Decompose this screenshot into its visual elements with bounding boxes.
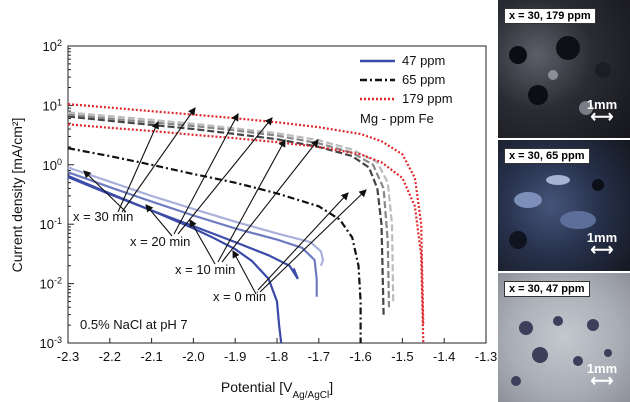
x-tick-label: -1.5 (391, 349, 413, 364)
arrow-20-c (145, 204, 173, 237)
arrow-0-a (257, 192, 349, 291)
y-axis: 102 101 100 10-1 10-2 10-3 (40, 38, 74, 351)
x-tick-label: -2.2 (99, 349, 121, 364)
scale-bar-179: 1mm ⟷ (586, 97, 618, 126)
annotation-0min: x = 0 min (213, 289, 266, 304)
arrow-30-b (121, 107, 196, 213)
legend-label-179: 179 ppm (402, 91, 453, 106)
y-tick-label: 10-3 (40, 335, 62, 351)
polarization-chart: -2.3 -2.2 -2.1 -2.0 -1.9 -1.8 -1.7 -1.6 -1.5 -1.4… (9, 38, 497, 401)
x-tick-label: -1.6 (349, 349, 371, 364)
legend-label-65: 65 ppm (402, 72, 445, 87)
arrow-10-b (221, 139, 319, 263)
x-tick-label: -2.1 (140, 349, 162, 364)
x-axis: -2.3 -2.2 -2.1 -2.0 -1.9 -1.8 -1.7 -1.6 -1.5 -1.4… (57, 338, 497, 364)
x-tick-label: -2.0 (182, 349, 204, 364)
legend: 47 ppm 65 ppm 179 ppm Mg - ppm Fe (360, 53, 453, 126)
annotation-10min: x = 10 min (175, 262, 235, 277)
legend-note: Mg - ppm Fe (360, 111, 434, 126)
arrow-30-a (117, 120, 159, 213)
arrow-20-b (177, 117, 273, 235)
x-tick-label: -2.3 (57, 349, 79, 364)
annotation-30min: x = 30 min (73, 209, 133, 224)
micrograph-47ppm: x = 30, 47 ppm 1mm ⟷ (498, 273, 630, 402)
legend-label-47: 47 ppm (402, 53, 445, 68)
micrograph-column: x = 30, 179 ppm 1mm ⟷ x = 30, 65 ppm 1mm ⟷… (498, 0, 630, 402)
micrograph-texture-179 (509, 36, 611, 115)
arrow-10-a (217, 139, 286, 263)
series-group (67, 103, 425, 344)
arrow-0-c (232, 250, 257, 295)
y-axis-label: Current density [mA/cm²] (9, 118, 25, 273)
series-line-179-ppm-0-min (67, 123, 425, 344)
scale-bar-65: 1mm ⟷ (586, 230, 618, 259)
arrow-0-b (259, 189, 367, 293)
y-tick-label: 102 (43, 38, 62, 54)
series-line-65-ppm-30-min (67, 111, 395, 302)
y-tick-label: 100 (43, 157, 62, 173)
x-tick-label: -1.8 (266, 349, 288, 364)
series-line-65-ppm-10-min (67, 115, 385, 315)
micrograph-label-179: x = 30, 179 ppm (504, 8, 596, 24)
arrow-30-c (83, 170, 127, 213)
micrograph-texture-47 (511, 316, 612, 386)
x-tick-label: -1.4 (433, 349, 455, 364)
micrograph-texture-65 (509, 175, 604, 249)
annotation-arrows (83, 107, 367, 295)
series-line-47-ppm-30-min (67, 166, 325, 267)
x-tick-label: -1.7 (308, 349, 330, 364)
y-tick-label: 10-1 (40, 216, 62, 232)
scale-bar-47: 1mm ⟷ (586, 361, 618, 390)
series-line-47-ppm-20-min (67, 171, 318, 297)
x-tick-label: -1.9 (224, 349, 246, 364)
arrow-20-a (173, 113, 239, 235)
micrograph-179ppm: x = 30, 179 ppm 1mm ⟷ (498, 0, 630, 138)
y-tick-label: 101 (43, 97, 62, 113)
micrograph-label-47: x = 30, 47 ppm (504, 281, 590, 297)
series-line-65-ppm-20-min (67, 113, 391, 308)
medium-label: 0.5% NaCl at pH 7 (80, 317, 188, 332)
x-tick-label: -1.3 (475, 349, 497, 364)
x-axis-label: Potential [VAg/AgCl] (221, 379, 333, 401)
micrograph-label-65: x = 30, 65 ppm (504, 148, 590, 164)
annotation-20min: x = 20 min (130, 234, 190, 249)
arrow-10-c (189, 219, 216, 265)
series-line-65-ppm-0-min (67, 147, 362, 343)
micrograph-65ppm: x = 30, 65 ppm 1mm ⟷ (498, 140, 630, 271)
y-tick-label: 10-2 (40, 276, 62, 292)
